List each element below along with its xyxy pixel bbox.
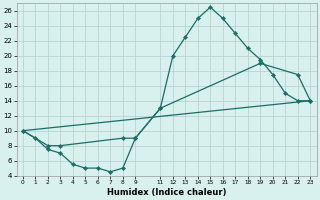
X-axis label: Humidex (Indice chaleur): Humidex (Indice chaleur) <box>107 188 226 197</box>
